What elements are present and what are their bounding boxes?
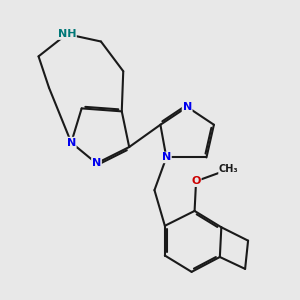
Text: CH₃: CH₃ <box>219 164 239 174</box>
Text: N: N <box>162 152 171 162</box>
Text: N: N <box>67 138 76 148</box>
Text: O: O <box>191 176 201 186</box>
Text: N: N <box>92 158 101 168</box>
Text: N: N <box>182 102 192 112</box>
Text: NH: NH <box>58 29 76 39</box>
